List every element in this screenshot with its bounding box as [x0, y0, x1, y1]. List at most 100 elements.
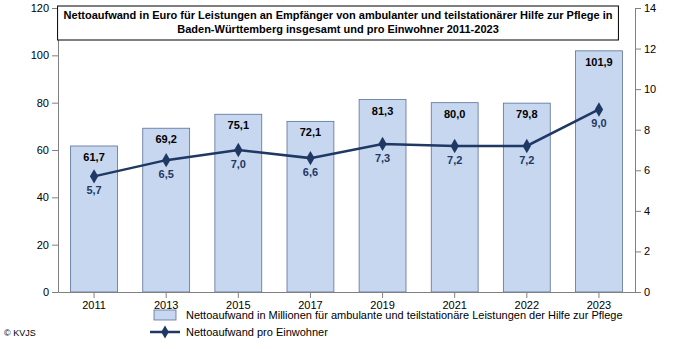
- legend-label: Nettoaufwand in Millionen für ambulante …: [186, 309, 623, 321]
- bar: [575, 51, 622, 292]
- tick-label: 120: [31, 2, 49, 14]
- tick-label: 60: [37, 144, 49, 156]
- tick-mark: [382, 292, 383, 298]
- tick-mark: [52, 292, 58, 293]
- marker: [378, 137, 386, 151]
- tick-label: 40: [37, 191, 49, 203]
- tick: 60: [37, 144, 58, 156]
- tick-label: 14: [644, 2, 656, 14]
- data-label: 6,5: [159, 168, 174, 180]
- tick-label: 2013: [154, 299, 178, 311]
- tick: 2023: [587, 292, 611, 311]
- tick: 2021: [442, 292, 466, 311]
- data-label: 6,6: [303, 166, 318, 178]
- tick-mark: [635, 89, 641, 90]
- tick-mark: [238, 292, 239, 298]
- bar: [503, 103, 550, 292]
- tick-label: 2: [644, 245, 650, 257]
- tick-label: 0: [43, 286, 49, 298]
- tick-mark: [52, 245, 58, 246]
- marker: [451, 139, 459, 153]
- tick: 0: [43, 286, 58, 298]
- legend-label: Nettoaufwand pro Einwohner: [186, 326, 328, 338]
- data-label: 101,9: [585, 56, 613, 68]
- tick: 40: [37, 191, 58, 203]
- marker: [595, 102, 603, 116]
- data-label: 7,3: [375, 152, 390, 164]
- tick: 2019: [370, 292, 394, 311]
- data-label: 7,2: [447, 154, 462, 166]
- chart: 61,769,275,172,181,380,079,8101,95,76,57…: [0, 0, 700, 349]
- tick-mark: [635, 49, 641, 50]
- bar: [71, 146, 118, 292]
- tick-mark: [166, 292, 167, 298]
- title-box: Nettoaufwand in Euro für Leistungen an E…: [58, 6, 619, 40]
- data-label: 9,0: [591, 117, 606, 129]
- marker: [162, 153, 170, 167]
- x-axis: 2011 2013 2015 2017 2019 2021 2022 2023: [59, 292, 636, 311]
- tick-mark: [310, 292, 311, 298]
- tick: 20: [37, 239, 58, 251]
- tick-mark: [52, 197, 58, 198]
- data-label: 72,1: [300, 126, 321, 138]
- title-line: Baden-Württemberg insgesamt und pro Einw…: [177, 23, 499, 35]
- data-label: 5,7: [86, 184, 101, 196]
- legend-marker: [161, 325, 169, 338]
- tick-mark: [635, 8, 641, 9]
- legend-swatch: [154, 310, 176, 320]
- data-label: 81,3: [372, 105, 393, 117]
- data-label: 75,1: [228, 119, 249, 131]
- tick-label: 10: [644, 83, 656, 95]
- tick: 2015: [226, 292, 250, 311]
- marker: [234, 143, 242, 157]
- tick-label: 2011: [82, 299, 106, 311]
- data-label: 61,7: [83, 151, 104, 163]
- legend-item: Nettoaufwand pro Einwohner: [150, 325, 328, 338]
- tick: 2011: [82, 292, 106, 311]
- tick-mark: [52, 150, 58, 151]
- tick-mark: [52, 55, 58, 56]
- tick-label: 20: [37, 239, 49, 251]
- legend-item: Nettoaufwand in Millionen für ambulante …: [154, 309, 623, 321]
- tick-mark: [598, 292, 599, 298]
- y2-axis: 0 2 4 6 8 10 12 14: [635, 2, 656, 298]
- tick: 80: [37, 97, 58, 109]
- tick-label: 80: [37, 97, 49, 109]
- tick: 0: [635, 286, 650, 298]
- title-line: Nettoaufwand in Euro für Leistungen an E…: [64, 9, 613, 21]
- bar: [359, 100, 406, 292]
- data-label: 7,2: [519, 154, 534, 166]
- data-labels: 61,769,275,172,181,380,079,8101,95,76,57…: [83, 56, 612, 197]
- tick: 12: [635, 43, 656, 55]
- data-label: 7,0: [231, 158, 246, 170]
- bar: [143, 128, 190, 292]
- tick: 4: [635, 205, 650, 217]
- legend: Nettoaufwand in Millionen für ambulante …: [150, 309, 623, 339]
- bar: [215, 114, 262, 292]
- marker: [90, 169, 98, 183]
- bars: [71, 51, 623, 292]
- data-label: 80,0: [444, 108, 465, 120]
- markers: [90, 102, 603, 183]
- tick: 2022: [515, 292, 539, 311]
- tick: 120: [31, 2, 58, 14]
- tick: 100: [31, 49, 58, 61]
- annotation: © KVJS: [4, 328, 36, 338]
- marker: [306, 151, 314, 165]
- plot-area: [71, 51, 623, 292]
- tick-mark: [635, 292, 641, 293]
- tick-mark: [635, 170, 641, 171]
- tick-mark: [635, 130, 641, 131]
- title-frame: [58, 6, 619, 40]
- tick: 2: [635, 245, 650, 257]
- tick: 2017: [298, 292, 322, 311]
- tick-label: 100: [31, 49, 49, 61]
- tick: 14: [635, 2, 656, 14]
- marker: [523, 139, 531, 153]
- tick: 6: [635, 164, 650, 176]
- tick: 8: [635, 124, 650, 136]
- tick-label: 4: [644, 205, 650, 217]
- tick-mark: [94, 292, 95, 298]
- axis-line: [58, 9, 59, 293]
- tick-mark: [52, 103, 58, 104]
